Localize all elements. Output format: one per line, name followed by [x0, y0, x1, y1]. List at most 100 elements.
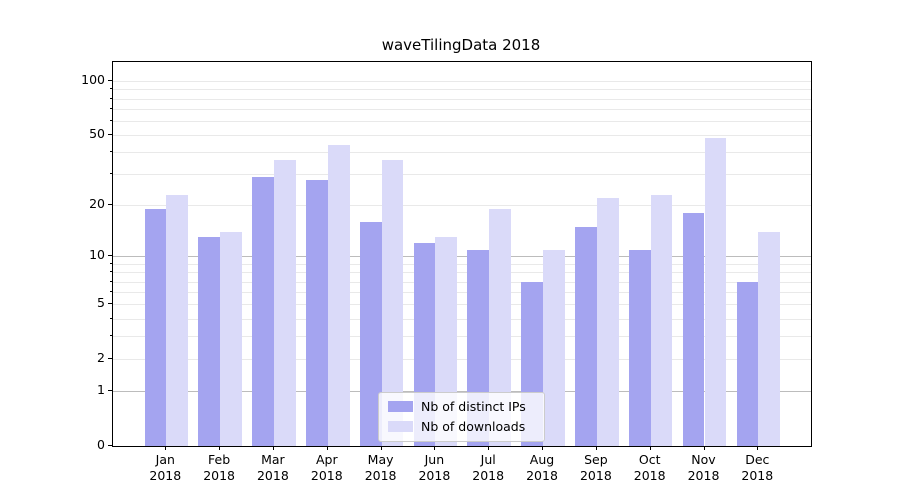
gridline-minor: [113, 359, 811, 361]
y-minor-tick-mark: [109, 107, 112, 109]
gridline-minor: [113, 272, 811, 274]
bar-distinct-ips-mar: [252, 177, 274, 446]
bar-downloads-nov: [704, 138, 727, 446]
bar-distinct-ips-apr: [306, 179, 328, 446]
y-minor-tick-mark: [109, 291, 112, 293]
legend-swatch-distinct-ips: [388, 401, 413, 412]
y-minor-tick-mark: [109, 119, 112, 121]
x-tick-label-feb: Feb 2018: [203, 452, 235, 483]
y-minor-tick-mark: [109, 151, 112, 153]
x-tick-mark: [649, 446, 651, 450]
bar-distinct-ips-sep: [575, 226, 597, 446]
bar-distinct-ips-oct: [628, 249, 651, 446]
gridline-minor: [113, 174, 811, 176]
x-tick-label-sep: Sep 2018: [579, 452, 612, 483]
y-tick-mark: [108, 80, 112, 81]
y-minor-tick-mark: [109, 317, 112, 319]
gridline-minor: [113, 292, 811, 294]
y-tick-mark: [108, 255, 112, 257]
y-minor-tick-mark: [109, 335, 112, 337]
legend: Nb of distinct IPs Nb of downloads: [378, 392, 545, 442]
gridline-minor: [113, 89, 811, 91]
legend-entry-distinct-ips: Nb of distinct IPs: [388, 398, 535, 415]
gridline-minor: [113, 98, 811, 100]
y-tick-mark: [108, 303, 112, 305]
x-tick-mark: [595, 446, 597, 450]
gridline-minor: [113, 81, 811, 82]
y-tick-label: 10: [89, 247, 105, 263]
y-tick-label: 50: [89, 126, 105, 142]
y-tick-mark: [108, 390, 112, 392]
y-tick-label: 20: [89, 196, 105, 212]
y-tick-label: 2: [97, 350, 105, 366]
y-minor-tick-mark: [109, 262, 112, 264]
gridline-minor: [113, 318, 811, 320]
bar-downloads-jan: [166, 194, 189, 446]
y-minor-tick-mark: [109, 271, 112, 273]
bar-distinct-ips-may: [359, 221, 382, 446]
y-minor-tick-mark: [109, 173, 112, 175]
y-tick-mark: [108, 204, 112, 206]
x-tick-label-jan: Jan 2018: [149, 452, 182, 483]
y-minor-tick-mark: [109, 88, 112, 90]
legend-swatch-downloads: [388, 421, 413, 432]
gridline-minor: [113, 304, 811, 306]
gridline-minor: [113, 120, 811, 122]
x-tick-mark: [757, 446, 759, 450]
x-tick-label-mar: Mar 2018: [256, 452, 289, 483]
y-tick-mark: [108, 445, 112, 446]
x-tick-mark: [434, 446, 436, 450]
bar-downloads-feb: [220, 231, 242, 446]
bar-distinct-ips-jan: [144, 209, 167, 446]
x-tick-mark: [542, 446, 543, 450]
x-tick-label-jul: Jul 2018: [472, 452, 505, 483]
bar-downloads-may: [381, 160, 404, 446]
bar-downloads-aug: [543, 249, 565, 446]
gridline-minor: [113, 205, 811, 207]
y-tick-mark: [108, 358, 112, 360]
gridline-major: [113, 256, 811, 258]
x-tick-mark: [703, 446, 705, 450]
x-tick-label-nov: Nov 2018: [687, 452, 720, 483]
x-tick-label-apr: Apr 2018: [310, 452, 343, 483]
bar-downloads-dec: [758, 231, 781, 446]
gridline-major: [113, 391, 811, 393]
bar-distinct-ips-feb: [198, 237, 221, 446]
x-tick-label-dec: Dec 2018: [741, 452, 774, 483]
x-tick-label-jun: Jun 2018: [418, 452, 451, 483]
gridline-minor: [113, 263, 811, 265]
plot-area: [112, 61, 812, 447]
bar-downloads-mar: [273, 160, 296, 446]
x-tick-mark: [272, 446, 274, 450]
y-tick-label: 0: [97, 437, 105, 452]
bar-downloads-apr: [327, 145, 350, 446]
y-minor-tick-mark: [109, 97, 112, 99]
x-tick-mark: [488, 446, 490, 450]
x-tick-label-may: May 2018: [364, 452, 397, 483]
x-tick-mark: [165, 446, 167, 450]
bar-distinct-ips-dec: [736, 281, 759, 446]
gridline-minor: [113, 108, 811, 110]
bar-downloads-jul: [489, 209, 511, 446]
x-tick-mark: [219, 446, 221, 450]
gridline-minor: [113, 152, 811, 154]
x-tick-mark: [380, 446, 382, 450]
y-minor-tick-mark: [109, 280, 112, 282]
gridline-minor: [113, 336, 811, 338]
y-tick-label: 100: [81, 72, 105, 87]
y-tick-mark: [108, 134, 112, 136]
bar-downloads-sep: [596, 198, 619, 446]
chart-title: waveTilingData 2018: [381, 36, 541, 54]
bar-distinct-ips-nov: [682, 213, 705, 446]
legend-label-distinct-ips: Nb of distinct IPs: [421, 399, 526, 414]
x-tick-label-oct: Oct 2018: [633, 452, 666, 483]
gridline-minor: [113, 135, 811, 137]
y-tick-label: 5: [97, 295, 105, 311]
bar-downloads-oct: [650, 194, 673, 446]
legend-label-downloads: Nb of downloads: [421, 419, 526, 434]
y-tick-label: 1: [97, 382, 105, 398]
legend-entry-downloads: Nb of downloads: [388, 418, 535, 435]
x-tick-mark: [326, 446, 328, 450]
gridline-minor: [113, 281, 811, 283]
